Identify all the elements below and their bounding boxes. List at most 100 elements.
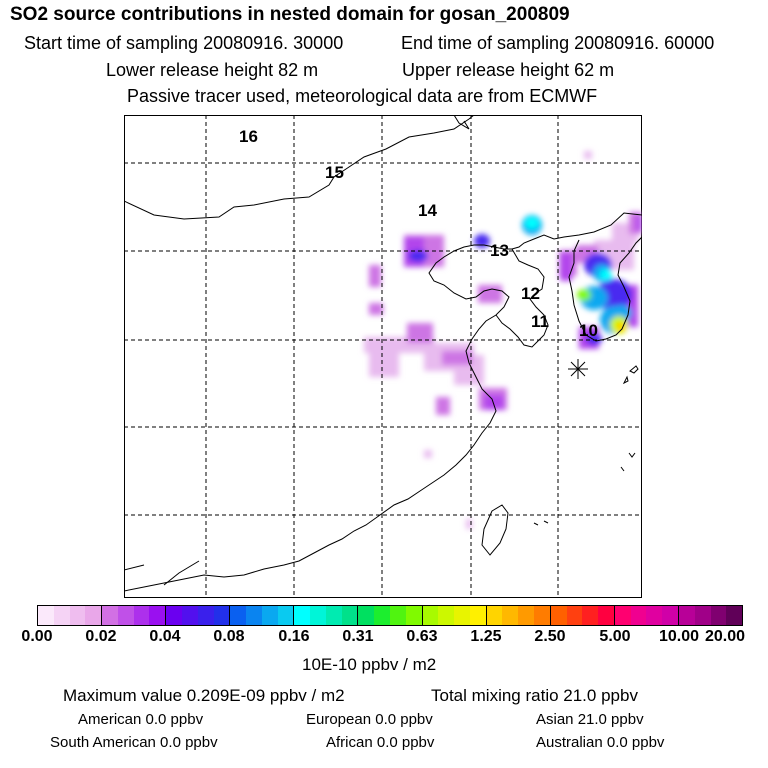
legend-interval-3 (165, 606, 230, 625)
legend-interval-1 (38, 606, 102, 625)
legend-interval-8 (485, 606, 550, 625)
legend-swatch (694, 606, 711, 625)
legend-swatch (454, 606, 470, 625)
legend-swatch (230, 606, 247, 625)
legend-tick-4: 0.16 (278, 628, 310, 645)
end-time-label: End time of sampling 20080916. 60000 (401, 33, 715, 53)
day-label-14: 14 (418, 201, 437, 220)
day-label-12: 12 (521, 284, 540, 303)
legend-interval-6 (357, 606, 422, 625)
taiwan (481, 504, 509, 556)
legend-swatch (598, 606, 614, 625)
day-label-13: 13 (490, 241, 509, 260)
day-label-15: 15 (325, 163, 344, 182)
legend-swatch (53, 606, 70, 625)
african-value: African 0.0 ppbv (326, 734, 435, 751)
legend-swatch (85, 606, 102, 625)
legend-swatch (261, 606, 278, 625)
legend-swatch (341, 606, 358, 625)
legend-tick-3: 0.08 (213, 628, 245, 645)
legend-swatch (486, 606, 503, 625)
legend-tick-2: 0.04 (149, 628, 181, 645)
legend-swatch (246, 606, 262, 625)
liaodong-coast (495, 248, 549, 348)
asian-value: Asian 21.0 ppbv (536, 711, 644, 728)
legend-tick-7: 1.25 (470, 628, 502, 645)
lat-lon-grid (124, 115, 642, 598)
legend-swatch (310, 606, 326, 625)
upper-release-label: Upper release height 62 m (402, 60, 615, 80)
max-value-label: Maximum value 0.209E-09 ppbv / m2 (63, 686, 345, 705)
legend-swatch (630, 606, 647, 625)
legend-swatch (390, 606, 406, 625)
legend-swatch (149, 606, 166, 625)
receptor-asterisk-icon (568, 359, 588, 379)
legend-swatch (358, 606, 375, 625)
legend-interval-5 (293, 606, 358, 625)
ryukyu-island-2 (620, 466, 625, 472)
legend-swatch (325, 606, 342, 625)
legend-swatch (117, 606, 134, 625)
legend-tick-1: 0.02 (85, 628, 117, 645)
coastlines (124, 115, 642, 592)
legend-interval-7 (421, 606, 486, 625)
legend-interval-4 (229, 606, 294, 625)
legend-tick-5: 0.31 (342, 628, 374, 645)
legend-swatch (166, 606, 182, 625)
legend-swatch (405, 606, 422, 625)
start-time-label: Start time of sampling 20080916. 30000 (24, 33, 344, 53)
day-label-10: 10 (579, 321, 598, 340)
legend-swatch (662, 606, 678, 625)
legend-tick-0: 0.00 (21, 628, 53, 645)
small-islands (533, 520, 549, 526)
amur-coast (453, 115, 470, 130)
total-mixing-label: Total mixing ratio 21.0 ppbv (431, 686, 638, 705)
inland-border (124, 560, 200, 586)
plot-title: SO2 source contributions in nested domai… (10, 4, 570, 25)
legend-interval-9 (549, 606, 614, 625)
legend-tick-11: 20.00 (704, 628, 746, 645)
legend-swatch (566, 606, 583, 625)
legend-swatch (438, 606, 455, 625)
legend-swatch (518, 606, 534, 625)
legend-swatch (469, 606, 486, 625)
japan-island-1 (629, 365, 639, 374)
map-canvas: 16 15 14 13 12 11 10 (124, 115, 642, 598)
legend-tick-8: 2.50 (534, 628, 566, 645)
color-scale-bar (37, 605, 743, 626)
legend-swatch (102, 606, 118, 625)
legend-swatch (710, 606, 727, 625)
legend-swatch (550, 606, 567, 625)
plume-cyan (525, 217, 612, 281)
legend-unit: 10E-10 ppbv / m2 (302, 655, 437, 674)
korea-coast (568, 236, 642, 342)
european-value: European 0.0 ppbv (306, 711, 433, 728)
legend-swatch (133, 606, 150, 625)
legend-swatch (646, 606, 663, 625)
map-panel: 16 15 14 13 12 11 10 (124, 115, 642, 598)
legend-swatch (294, 606, 311, 625)
legend-swatch (582, 606, 599, 625)
legend-swatch (422, 606, 439, 625)
legend-tick-9: 5.00 (599, 628, 631, 645)
legend-tick-10: 10.00 (658, 628, 700, 645)
legend-swatch (197, 606, 214, 625)
legend-swatch (213, 606, 230, 625)
legend-swatch (726, 606, 743, 625)
legend-swatch (678, 606, 695, 625)
day-label-11: 11 (531, 312, 549, 331)
legend-swatch (181, 606, 198, 625)
north-border (124, 115, 475, 220)
south-american-value: South American 0.0 ppbv (50, 734, 218, 751)
japan-island-2 (622, 375, 629, 385)
legend-swatch (277, 606, 294, 625)
legend-swatch (614, 606, 631, 625)
tracer-note: Passive tracer used, meteorological data… (127, 86, 598, 106)
ryukyu-island-1 (628, 452, 636, 458)
legend-interval-11 (677, 606, 743, 625)
american-value: American 0.0 ppbv (78, 711, 204, 728)
legend-swatch (69, 606, 86, 625)
legend-interval-10 (613, 606, 678, 625)
australian-value: Australian 0.0 ppbv (536, 734, 665, 751)
legend-tick-6: 0.63 (406, 628, 438, 645)
